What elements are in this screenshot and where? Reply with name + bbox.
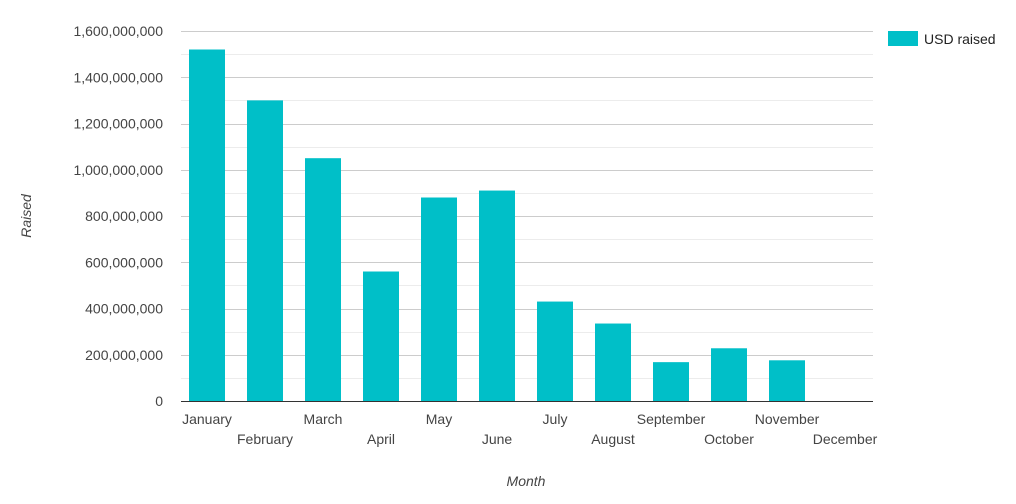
bar-july[interactable] [537, 301, 573, 401]
x-tick-label: March [304, 411, 343, 427]
bar-september[interactable] [653, 362, 689, 401]
x-tick-label: November [755, 411, 820, 427]
y-tick-labels: 0 200,000,000 400,000,000 600,000,000 800,00… [73, 23, 163, 409]
x-tick-label: September [637, 411, 706, 427]
y-tick-label: 400,000,000 [85, 301, 163, 317]
x-tick-label: April [367, 431, 395, 447]
x-tick-labels: January February March April May June July Augu… [182, 411, 878, 447]
x-tick-label: December [813, 431, 878, 447]
legend-label: USD raised [924, 31, 996, 47]
y-tick-label: 1,600,000,000 [73, 23, 163, 39]
y-tick-label: 1,000,000,000 [73, 162, 163, 178]
x-tick-label: June [482, 431, 513, 447]
y-tick-label: 0 [155, 393, 163, 409]
y-tick-label: 600,000,000 [85, 254, 163, 270]
x-tick-label: January [182, 411, 232, 427]
bar-november[interactable] [769, 360, 805, 401]
bar-april[interactable] [363, 271, 399, 402]
legend[interactable]: USD raised [888, 31, 996, 47]
y-axis-title: Raised [18, 193, 34, 238]
y-tick-label: 1,400,000,000 [73, 69, 163, 85]
x-tick-label: October [704, 431, 754, 447]
bar-august[interactable] [595, 323, 631, 401]
x-tick-label: February [237, 431, 293, 447]
bar-october[interactable] [711, 348, 747, 401]
bar-may[interactable] [421, 197, 457, 402]
y-tick-label: 1,200,000,000 [73, 116, 163, 132]
bar-february[interactable] [247, 100, 283, 401]
y-tick-label: 800,000,000 [85, 208, 163, 224]
legend-swatch [888, 31, 918, 46]
bar-march[interactable] [305, 158, 341, 401]
x-tick-label: July [543, 411, 568, 427]
x-tick-label: May [426, 411, 452, 427]
x-tick-label: August [591, 431, 635, 447]
bars [189, 49, 805, 402]
bar-june[interactable] [479, 190, 515, 401]
x-axis-title: Month [507, 473, 546, 489]
grid-lines [181, 31, 873, 379]
bar-january[interactable] [189, 49, 225, 402]
y-tick-label: 200,000,000 [85, 347, 163, 363]
